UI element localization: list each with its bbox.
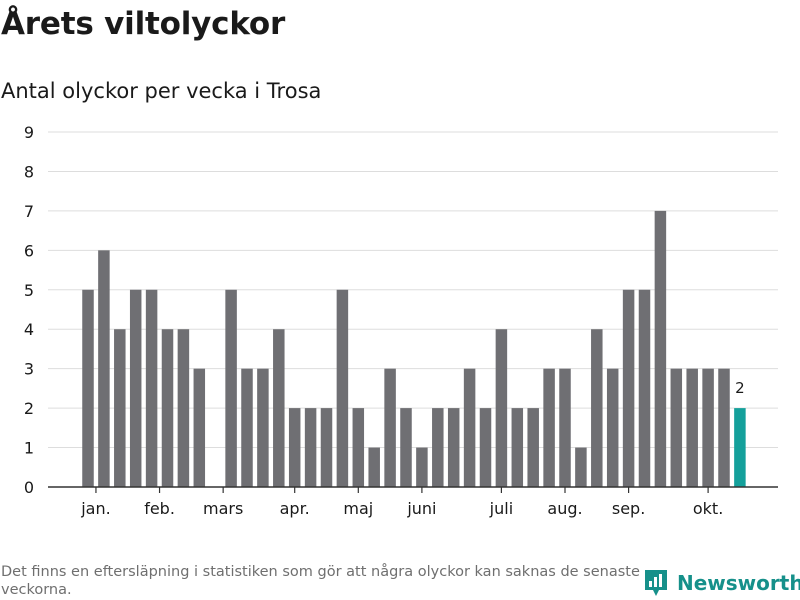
bar	[145, 289, 158, 487]
bar	[447, 408, 460, 487]
bar	[368, 447, 380, 487]
bar	[527, 408, 539, 487]
bar	[82, 289, 94, 487]
x-tick-label: sep.	[612, 499, 645, 518]
x-tick-label: maj	[343, 499, 373, 518]
bar	[495, 329, 508, 487]
newsworthy-logo-icon	[645, 570, 667, 596]
bar	[336, 289, 349, 487]
bar	[479, 408, 492, 487]
bar	[352, 408, 365, 487]
data-label: 2	[735, 379, 745, 397]
bar	[114, 329, 126, 487]
bar	[702, 368, 714, 487]
bar	[654, 210, 667, 487]
y-tick-label: 3	[24, 360, 34, 379]
y-tick-label: 0	[24, 478, 34, 497]
x-tick-label: okt.	[693, 499, 723, 518]
x-tick-label: jan.	[80, 499, 110, 518]
bar	[463, 368, 476, 487]
chart-title: Årets viltolyckor	[1, 6, 286, 42]
x-tick-label: aug.	[547, 499, 582, 518]
bar	[543, 368, 555, 487]
bar	[591, 329, 603, 487]
bar	[241, 368, 253, 487]
y-tick-label: 5	[24, 281, 34, 300]
bar	[400, 408, 412, 487]
y-tick-label: 8	[24, 162, 34, 181]
bar	[559, 368, 571, 487]
bar	[257, 368, 269, 487]
bar	[416, 447, 428, 487]
bar	[288, 408, 301, 487]
bar-highlight	[734, 408, 746, 487]
bar	[718, 368, 730, 487]
bar-chart: 0 1 2 3 4 5 6 7 8 9 2 jan. feb. mars apr. maj juni juli au…	[24, 123, 778, 518]
bar	[320, 408, 333, 487]
y-tick-label: 2	[24, 399, 34, 418]
bar	[273, 329, 285, 487]
bar	[177, 329, 190, 487]
bar	[384, 368, 396, 487]
brand-name: Newsworthy	[677, 571, 800, 595]
y-tick-label: 4	[24, 320, 34, 339]
x-tick-label: apr.	[280, 499, 310, 518]
y-tick-label: 7	[24, 202, 34, 221]
bar	[606, 368, 619, 487]
bar	[161, 329, 174, 487]
bar	[304, 408, 317, 487]
bar	[432, 408, 444, 487]
bar	[193, 368, 206, 487]
bar	[98, 250, 110, 487]
y-tick-label: 6	[24, 241, 34, 260]
bar	[129, 289, 142, 487]
y-tick-label: 9	[24, 123, 34, 142]
footnote: Det finns en eftersläpning i statistiken…	[1, 564, 640, 598]
bar	[225, 289, 237, 487]
bar	[638, 289, 651, 487]
bar	[686, 368, 698, 487]
bar	[575, 447, 587, 487]
bar	[622, 289, 635, 487]
bar	[511, 408, 524, 487]
x-tick-label: mars	[203, 499, 243, 518]
y-tick-label: 1	[24, 439, 34, 458]
brand-logo: Newsworthy	[643, 568, 800, 598]
x-tick-label: feb.	[144, 499, 175, 518]
x-tick-label: juli	[489, 499, 513, 518]
chart-subtitle: Antal olyckor per vecka i Trosa	[1, 79, 322, 103]
bar	[670, 368, 683, 487]
x-tick-label: juni	[406, 499, 436, 518]
